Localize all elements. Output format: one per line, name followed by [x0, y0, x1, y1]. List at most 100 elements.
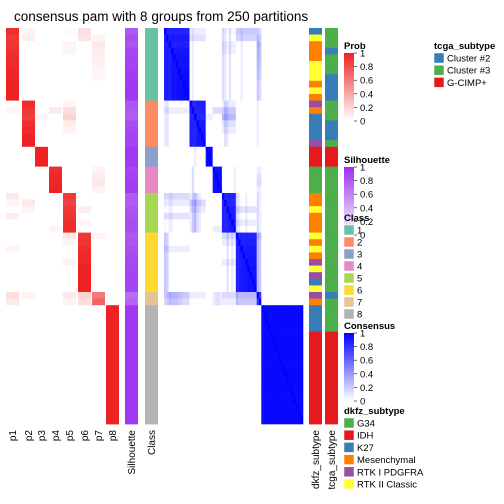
consensus-cell — [235, 318, 239, 326]
consensus-cell — [228, 226, 232, 233]
consensus-cell — [164, 285, 167, 293]
consensus-cell — [187, 94, 190, 101]
consensus-cell — [284, 212, 288, 220]
prob-cell — [49, 54, 62, 62]
consensus-cell — [224, 305, 227, 313]
consensus-cell — [300, 226, 304, 233]
dkfz-subtype-cell — [309, 28, 322, 35]
prob-cell — [78, 377, 91, 385]
consensus-cell — [245, 212, 248, 220]
consensus-cell — [245, 61, 248, 68]
tcga-subtype-cell — [325, 371, 338, 379]
consensus-cell — [279, 206, 283, 214]
consensus-cell — [252, 107, 255, 115]
consensus-cell — [201, 34, 204, 42]
prob-cell — [63, 410, 76, 418]
consensus-cell — [180, 377, 183, 385]
tcga-subtype-cell — [325, 212, 338, 220]
consensus-cell — [277, 140, 281, 148]
consensus-cell — [208, 252, 211, 260]
consensus-cell — [201, 94, 204, 101]
consensus-cell — [247, 325, 251, 332]
consensus-cell — [175, 278, 179, 286]
consensus-cell — [214, 186, 218, 194]
consensus-cell — [231, 87, 234, 95]
consensus-cell — [238, 259, 241, 266]
consensus-cell — [164, 417, 167, 425]
consensus-cell — [286, 67, 290, 75]
consensus-cell — [210, 285, 213, 293]
consensus-cell — [277, 292, 281, 299]
consensus-cell — [242, 311, 246, 319]
consensus-cell — [252, 397, 255, 405]
consensus-cell — [245, 41, 248, 49]
consensus-cell — [212, 417, 216, 425]
silhouette-cell — [125, 285, 138, 293]
consensus-cell — [205, 120, 209, 128]
prob-cell — [78, 245, 91, 253]
consensus-cell — [291, 186, 295, 194]
consensus-cell — [168, 331, 172, 339]
consensus-cell — [182, 239, 186, 247]
consensus-cell — [296, 179, 299, 187]
consensus-cell — [226, 94, 230, 101]
consensus-cell — [182, 107, 186, 115]
prob-cell — [78, 344, 91, 352]
consensus-cell — [217, 364, 220, 372]
consensus-cell — [189, 61, 193, 68]
silhouette-cell — [125, 199, 138, 207]
consensus-cell — [173, 239, 176, 247]
consensus-cell — [300, 160, 304, 167]
consensus-cell — [240, 325, 244, 332]
consensus-cell — [258, 417, 262, 425]
consensus-cell — [256, 278, 260, 286]
consensus-cell — [180, 47, 183, 55]
consensus-cell — [263, 384, 267, 392]
consensus-cell — [258, 206, 262, 214]
legend-tick-label: 0 — [360, 231, 365, 242]
consensus-cell — [205, 179, 209, 187]
consensus-cell — [275, 245, 278, 253]
consensus-cell — [175, 397, 179, 405]
consensus-cell — [300, 28, 304, 35]
consensus-cell — [189, 206, 193, 214]
prob-cell — [63, 28, 76, 35]
tcga-subtype-cell — [325, 232, 338, 240]
consensus-cell — [187, 239, 190, 247]
consensus-cell — [212, 179, 216, 187]
consensus-cell — [279, 259, 283, 266]
consensus-cell — [203, 232, 206, 240]
consensus-cell — [228, 153, 232, 161]
consensus-cell — [286, 305, 290, 313]
consensus-cell — [217, 61, 220, 68]
prob-cell — [6, 107, 19, 115]
consensus-cell — [175, 377, 179, 385]
consensus-cell — [300, 212, 304, 220]
consensus-cell — [217, 404, 220, 412]
consensus-cell — [166, 377, 169, 385]
consensus-cell — [217, 245, 220, 253]
consensus-cell — [263, 74, 267, 82]
consensus-cell — [177, 245, 181, 253]
tcga-subtype-cell — [325, 226, 338, 233]
dkfz-subtype-cell — [309, 94, 322, 101]
class-cell — [145, 67, 158, 75]
consensus-cell — [242, 100, 246, 108]
legend-swatch — [343, 260, 355, 272]
consensus-cell — [252, 199, 255, 207]
consensus-cell — [180, 146, 183, 154]
consensus-cell — [238, 265, 241, 273]
consensus-cell — [194, 186, 197, 194]
consensus-cell — [298, 305, 301, 313]
consensus-cell — [191, 410, 195, 418]
consensus-cell — [166, 41, 169, 49]
consensus-cell — [242, 193, 246, 200]
consensus-cell — [240, 67, 244, 75]
prob-cell — [106, 127, 119, 134]
prob-cell — [22, 166, 35, 174]
prob-cell — [49, 47, 62, 55]
consensus-cell — [170, 41, 174, 49]
consensus-cell — [282, 179, 285, 187]
consensus-cell — [268, 193, 271, 200]
consensus-cell — [208, 133, 211, 141]
